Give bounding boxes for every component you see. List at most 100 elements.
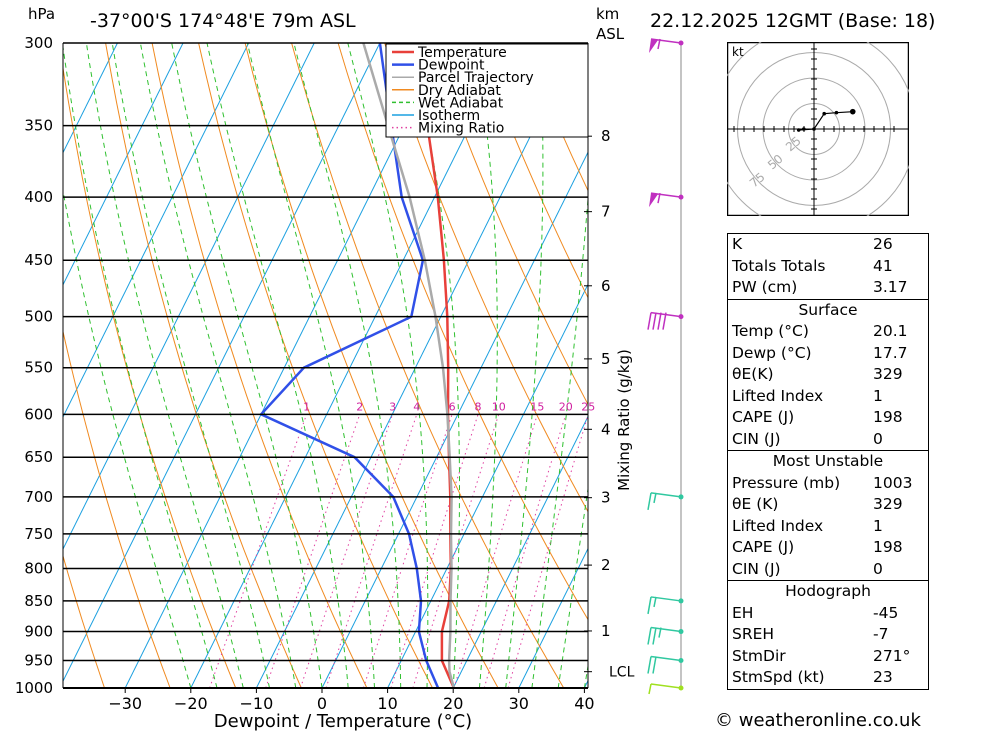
pressure-tick-label: 800 — [24, 559, 53, 577]
temperature-tick-label: 30 — [509, 694, 529, 713]
mixing-ratio-axis-label: Mixing Ratio (g/kg) — [615, 349, 633, 491]
wind-barb-staff — [650, 38, 682, 44]
height-tick-label: 6 — [601, 277, 611, 295]
mixing-ratio-label: 4 — [413, 400, 420, 413]
most-unstable-index-value: 0 — [873, 559, 883, 578]
legend-label: Dry Adiabat — [418, 83, 501, 99]
temperature-tick-label: −20 — [174, 694, 208, 713]
hodograph-point — [812, 127, 816, 131]
isotherm-line — [255, 43, 578, 688]
basic-index-value: 3.17 — [873, 278, 908, 296]
surface-index-row: Lifted Index 1 — [728, 386, 928, 408]
hodograph-index-label: StmSpd (kt) — [732, 668, 825, 686]
height-tick-label: 4 — [601, 420, 611, 438]
surface-index-label: CIN (J) — [732, 429, 781, 448]
wind-barb — [647, 311, 684, 330]
wind-barb-half — [657, 192, 661, 204]
hodograph-index-label: SREH — [732, 625, 775, 643]
surface-index-value: 20.1 — [873, 322, 908, 340]
mixing-ratio-line — [507, 414, 588, 688]
wind-barb-full — [647, 596, 652, 615]
hodograph-point — [796, 128, 801, 132]
mixing-ratio-label: 15 — [530, 400, 544, 413]
most-unstable-title: Most Unstable — [772, 452, 884, 470]
basic-index-row: PW (cm) 3.17 — [728, 277, 928, 299]
hodograph-index-row: StmSpd (kt) 23 — [728, 667, 928, 689]
wind-barb-half — [648, 683, 652, 695]
wind-barb-half — [653, 596, 657, 608]
mixing-ratio-line — [483, 414, 567, 688]
dry-adiabat-line — [337, 43, 588, 621]
hodograph-unit-label: kt — [732, 45, 744, 59]
most-unstable-index-value: 329 — [873, 495, 903, 513]
surface-index-label: Dewp (°C) — [732, 343, 812, 362]
temperature-tick-label: 0 — [317, 694, 327, 713]
wind-barb-half — [658, 627, 662, 638]
wet-adiabat-line — [505, 43, 544, 688]
surface-index-row: CIN (J) 0 — [728, 429, 928, 451]
wind-barb-full — [662, 312, 667, 330]
mixing-ratio-line — [453, 414, 538, 688]
wind-barb — [649, 38, 684, 53]
wind-barb — [648, 683, 684, 695]
surface-index-value: 0 — [873, 429, 883, 448]
legend-label: Dewpoint — [418, 58, 485, 74]
pressure-tick-label: 300 — [24, 34, 53, 52]
surface-index-label: CAPE (J) — [732, 408, 795, 426]
wind-barb — [649, 192, 684, 208]
most-unstable-index-value: 198 — [873, 538, 903, 556]
isotherm-line — [518, 547, 588, 688]
height-tick-label: 7 — [601, 203, 611, 221]
most-unstable-index-row: CAPE (J) 198 — [728, 537, 928, 559]
isotherm-line — [63, 43, 118, 154]
x-axis-label: Dewpoint / Temperature (°C) — [214, 711, 472, 732]
temperature-tick-label: −10 — [240, 694, 274, 713]
dry-adiabat-line — [384, 43, 588, 513]
isotherm-line — [124, 43, 446, 688]
datetime-header: 22.12.2025 12GMT (Base: 18) — [650, 10, 936, 32]
wet-adiabat-line — [474, 43, 498, 688]
most-unstable-index-row: CIN (J) 0 — [728, 559, 928, 581]
basic-index-label: PW (cm) — [732, 278, 798, 296]
hodograph-index-label: EH — [732, 603, 754, 622]
hodograph-index-value: 271° — [873, 646, 911, 665]
pressure-unit-label: hPa — [28, 5, 56, 23]
basic-index-value: 26 — [873, 235, 893, 253]
isotherm-line — [321, 151, 588, 688]
wet-adiabat-line — [293, 43, 402, 688]
wet-adiabat-line — [531, 193, 588, 688]
mixing-ratio-line — [265, 414, 361, 688]
surface-index-row: CAPE (J) 198 — [728, 407, 928, 429]
hodograph-index-label: StmDir — [732, 646, 786, 665]
isotherm-line — [387, 283, 588, 688]
location-header: -37°00'S 174°48'E 79m ASL — [90, 10, 356, 32]
pressure-tick-label: 500 — [24, 308, 53, 326]
pressure-tick-label: 650 — [24, 448, 53, 466]
hodograph-index-value: -45 — [873, 603, 899, 622]
wet-adiabat-line — [347, 43, 429, 688]
indices-panel: K 26 Totals Totals 41 PW (cm) 3.17 Surface Te… — [727, 233, 929, 690]
pressure-tick-label: 950 — [24, 652, 53, 670]
wind-barb — [647, 626, 684, 645]
wet-adiabat-line — [408, 43, 460, 688]
lcl-label: LCL — [609, 665, 635, 681]
hodograph-point — [822, 111, 826, 116]
pressure-tick-label: 600 — [24, 405, 53, 423]
basic-index-row: K 26 — [728, 234, 928, 256]
pressure-tick-label: 900 — [24, 623, 53, 641]
wind-barb — [647, 596, 684, 615]
height-tick-label: 8 — [601, 127, 611, 145]
isotherm-line — [190, 43, 512, 688]
pressure-tick-label: 350 — [24, 117, 53, 135]
temperature-tick-label: 10 — [377, 694, 397, 713]
height-tick-label: 5 — [601, 350, 611, 368]
mixing-ratio-label: 1 — [303, 400, 310, 413]
most-unstable-index-label: CIN (J) — [732, 559, 781, 578]
temperature-tick-label: 40 — [574, 694, 594, 713]
legend-label: Isotherm — [418, 108, 480, 124]
hodograph-index-row: StmDir 271° — [728, 646, 928, 668]
surface-index-label: θE(K) — [732, 365, 774, 383]
isotherm-line — [716, 43, 727, 688]
